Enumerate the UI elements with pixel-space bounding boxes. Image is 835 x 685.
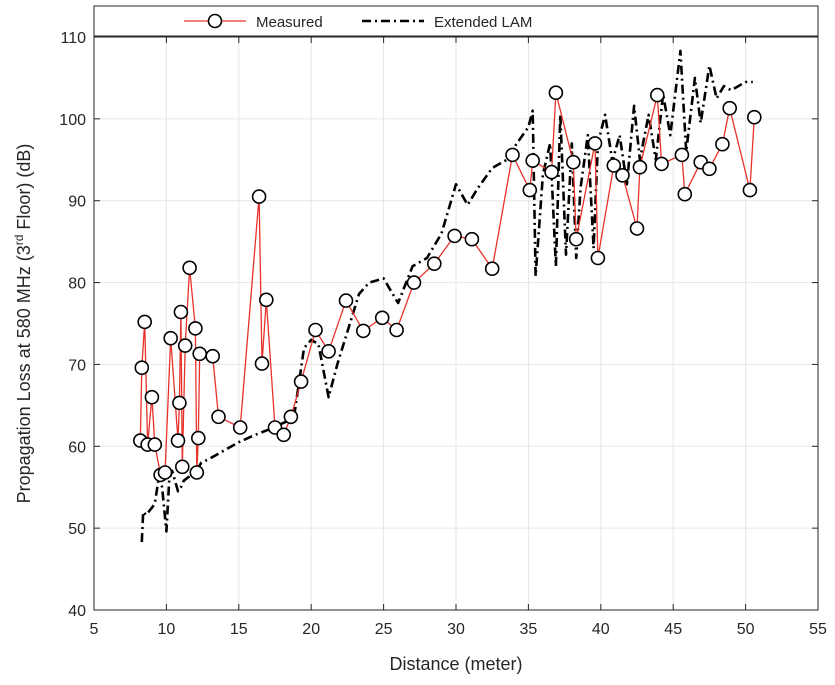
y-tick-label: 40 — [68, 603, 86, 620]
data-point-measured — [355, 323, 371, 339]
data-point-measured — [649, 87, 665, 103]
data-point-measured — [629, 221, 645, 236]
data-point-measured — [251, 189, 267, 204]
data-point-measured — [137, 314, 152, 330]
data-point-measured — [182, 260, 197, 276]
data-point-measured — [147, 437, 163, 452]
y-tick-label: 100 — [59, 112, 86, 129]
data-point-measured — [189, 465, 205, 480]
data-point-measured — [177, 338, 193, 353]
data-point-measured — [188, 321, 203, 336]
data-point-measured — [172, 395, 187, 411]
x-tick-label: 35 — [520, 621, 538, 638]
data-point-measured — [677, 186, 693, 202]
data-point-measured — [715, 136, 730, 152]
data-point-measured — [173, 304, 189, 320]
y-tick-label: 110 — [60, 30, 86, 47]
x-tick-label: 30 — [447, 621, 465, 638]
data-point-measured — [505, 147, 520, 163]
data-point-measured — [276, 427, 292, 443]
series-line-extended-lam — [140, 49, 753, 543]
data-point-measured — [742, 182, 758, 198]
legend-label-measured: Measured — [256, 14, 323, 31]
data-point-measured — [192, 346, 207, 362]
data-point-measured — [654, 156, 669, 172]
data-point-measured — [484, 261, 500, 277]
legend: Measured Extended LAM — [93, 5, 819, 37]
data-point-measured — [191, 430, 206, 446]
data-point-measured — [163, 330, 178, 346]
data-point-measured — [389, 322, 404, 338]
data-point-measured — [722, 100, 738, 116]
legend-measured-marker — [207, 13, 223, 29]
data-point-measured — [157, 465, 173, 480]
data-point-measured — [283, 409, 299, 425]
data-point-measured — [254, 356, 270, 371]
data-point-measured — [321, 343, 336, 359]
series-layer — [133, 49, 762, 543]
data-point-measured — [544, 164, 559, 180]
data-point-measured — [632, 159, 648, 175]
data-point-measured — [525, 153, 541, 168]
data-point-measured — [464, 231, 480, 247]
data-point-measured — [447, 228, 462, 244]
data-point-measured — [258, 292, 274, 308]
data-point-measured — [587, 136, 603, 151]
data-point-measured — [175, 459, 190, 475]
data-point-measured — [232, 420, 248, 435]
data-point-measured — [674, 147, 690, 163]
data-point-measured — [606, 158, 622, 173]
data-point-measured — [406, 275, 422, 290]
data-point-measured — [615, 168, 630, 183]
y-tick-label: 80 — [68, 276, 86, 293]
x-tick-label: 10 — [158, 621, 176, 638]
data-point-measured — [522, 182, 538, 198]
x-tick-label: 55 — [809, 621, 827, 638]
data-point-measured — [426, 256, 442, 272]
x-tick-label: 50 — [737, 621, 755, 638]
data-point-measured — [205, 348, 220, 364]
data-point-measured — [308, 322, 323, 338]
x-tick-label: 5 — [90, 621, 99, 638]
x-tick-label: 20 — [302, 621, 320, 638]
data-point-measured — [746, 109, 762, 125]
y-axis-label-superscript: rd — [12, 235, 26, 246]
data-point-measured — [702, 161, 717, 177]
y-tick-label: 60 — [68, 439, 86, 456]
data-point-measured — [134, 360, 150, 376]
tick-labels: 5 10 15 20 25 30 35 40 45 50 55 40 50 60 70 80 90 100 110 — [59, 30, 827, 638]
data-point-measured — [144, 389, 160, 405]
x-tick-label: 25 — [375, 621, 393, 638]
legend-label-extended-lam: Extended LAM — [434, 14, 532, 31]
ticks — [93, 36, 819, 611]
x-tick-label: 45 — [664, 621, 682, 638]
x-axis-label: Distance (meter) — [389, 654, 522, 674]
data-point-measured — [565, 154, 581, 170]
data-point-measured — [548, 85, 564, 100]
data-point-measured — [170, 433, 186, 448]
data-point-measured — [293, 374, 309, 389]
y-axis-label-suffix: Floor) (dB) — [14, 144, 34, 235]
data-point-measured — [211, 409, 226, 425]
data-point-measured — [590, 250, 606, 266]
y-tick-label: 70 — [68, 357, 86, 374]
x-tick-label: 40 — [592, 621, 610, 638]
x-tick-label: 15 — [230, 621, 248, 638]
y-tick-label: 90 — [68, 194, 86, 211]
data-point-measured — [374, 310, 390, 326]
data-point-measured — [338, 293, 354, 308]
data-point-measured — [568, 231, 584, 247]
y-axis-label: Propagation Loss at 580 MHz (3rd Floor) … — [12, 144, 34, 504]
y-tick-label: 50 — [68, 521, 86, 538]
y-axis-label-prefix: Propagation Loss at 580 MHz (3 — [14, 245, 34, 503]
